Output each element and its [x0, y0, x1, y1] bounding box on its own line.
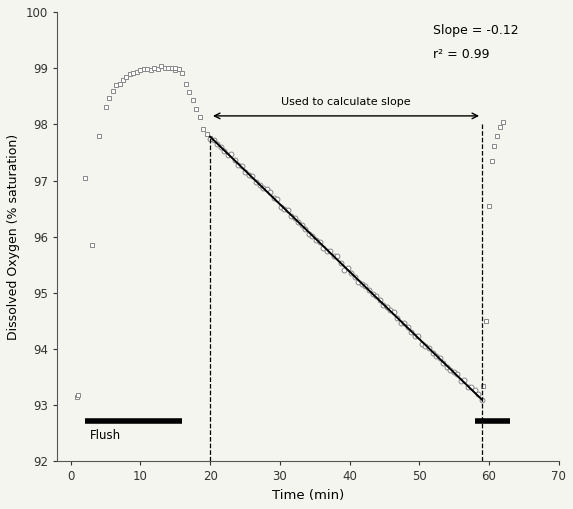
Text: Flush: Flush [90, 429, 121, 442]
X-axis label: Time (min): Time (min) [272, 489, 344, 502]
Text: Used to calculate slope: Used to calculate slope [281, 97, 411, 107]
Text: r² = 0.99: r² = 0.99 [433, 48, 490, 62]
Y-axis label: Dissolved Oxygen (% saturation): Dissolved Oxygen (% saturation) [7, 134, 20, 340]
Text: Slope = -0.12: Slope = -0.12 [433, 24, 519, 37]
